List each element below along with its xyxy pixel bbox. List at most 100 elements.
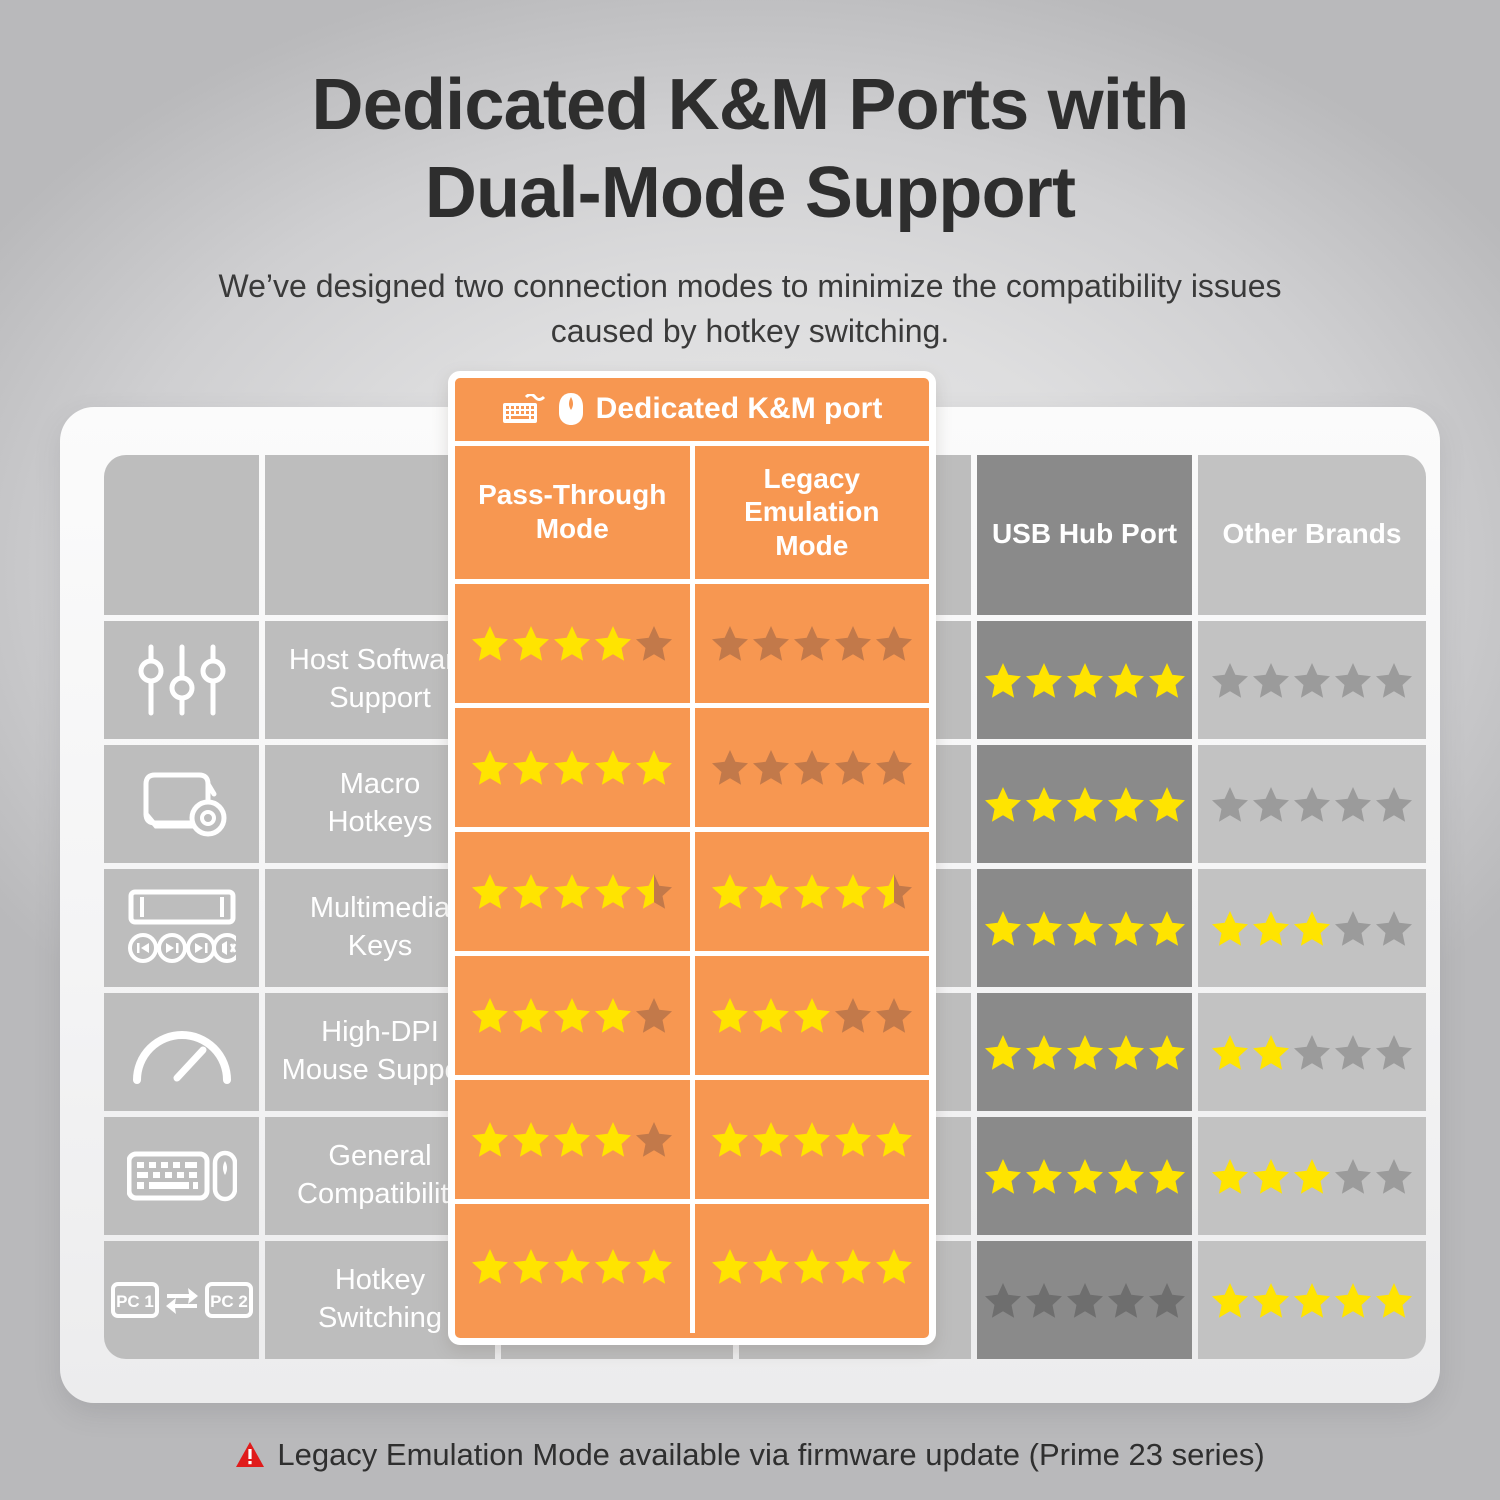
row-pass-through-placeholder-3: [501, 992, 733, 1111]
row-feature-cell-4: General Compatibility: [265, 1116, 495, 1235]
header-cell-icon-col: [104, 454, 259, 615]
star-empty-icon: [1376, 1158, 1412, 1194]
row-icon-cell-4: [104, 1116, 259, 1235]
star-full-icon: [1253, 1282, 1289, 1318]
star-empty-icon: [1212, 786, 1248, 822]
page-title: Dedicated K&M Ports with Dual-Mode Suppo…: [90, 62, 1410, 238]
macro-record-icon: [143, 772, 226, 837]
row-feature-label-5: Hotkey Switching: [317, 1263, 443, 1334]
star-rating: [984, 1033, 1186, 1071]
page-subtitle-line1: We’ve designed two connection modes to m…: [218, 267, 1282, 304]
star-empty-icon: [1335, 1158, 1371, 1194]
svg-text:PC 1: PC 1: [116, 1292, 154, 1311]
star-full-icon: [1107, 1034, 1144, 1070]
star-full-icon: [1212, 910, 1248, 946]
row-feature-label-2: Multimedia Keys: [309, 891, 451, 962]
comparison-card-wrap: USB Hub Port Other Brands Host Software Sup…: [60, 370, 1440, 1403]
star-rating: [1211, 909, 1413, 947]
star-full-icon: [1025, 1158, 1062, 1194]
row-legacy-placeholder-3: [739, 992, 971, 1111]
row-other-brands-cell-2: [1198, 868, 1426, 987]
star-full-icon: [1066, 786, 1103, 822]
star-empty-icon: [1335, 910, 1371, 946]
row-pass-through-placeholder-0: [501, 620, 733, 739]
header-label-other-brands: Other Brands: [1222, 518, 1402, 550]
warning-triangle-icon: [236, 1441, 265, 1467]
star-full-icon: [1066, 1034, 1103, 1070]
star-full-icon: [1025, 910, 1062, 946]
row-pass-through-placeholder-5: [501, 1240, 733, 1359]
star-rating: [1211, 1281, 1413, 1319]
row-usb-hub-cell-3: [977, 992, 1192, 1111]
row-feature-cell-0: Host Software Support: [265, 620, 495, 739]
star-full-icon: [1148, 662, 1185, 698]
star-full-icon: [1107, 662, 1144, 698]
star-full-icon: [1212, 1158, 1248, 1194]
star-full-icon: [1148, 786, 1185, 822]
star-empty-icon: [1294, 1034, 1330, 1070]
row-feature-cell-1: Macro Hotkeys: [265, 744, 495, 863]
star-rating: [1211, 1033, 1413, 1071]
row-feature-label-0: Host Software Support: [288, 643, 472, 714]
star-empty-icon: [1148, 1282, 1185, 1318]
star-full-icon: [1335, 1282, 1371, 1318]
footnote-text: Legacy Emulation Mode available via firm…: [277, 1436, 1265, 1472]
star-full-icon: [1066, 662, 1103, 698]
comparison-card: USB Hub Port Other Brands Host Software Sup…: [60, 370, 1440, 1403]
star-full-icon: [1212, 1034, 1248, 1070]
row-legacy-placeholder-5: [739, 1240, 971, 1359]
row-icon-cell-1: [104, 744, 259, 863]
star-full-icon: [1025, 1034, 1062, 1070]
star-empty-icon: [1253, 786, 1289, 822]
star-full-icon: [1066, 910, 1103, 946]
star-full-icon: [1148, 910, 1185, 946]
page-header: Dedicated K&M Ports with Dual-Mode Suppo…: [0, 0, 1500, 355]
star-empty-icon: [1294, 662, 1330, 698]
star-rating: [984, 1281, 1186, 1319]
row-other-brands-cell-4: [1198, 1116, 1426, 1235]
row-legacy-placeholder-4: [739, 1116, 971, 1235]
star-full-icon: [1148, 1158, 1185, 1194]
star-full-icon: [1148, 1034, 1185, 1070]
star-rating: [984, 909, 1186, 947]
row-other-brands-cell-1: [1198, 744, 1426, 863]
svg-text:PC 2: PC 2: [210, 1292, 248, 1311]
comparison-table: USB Hub Port Other Brands Host Software Sup…: [104, 454, 1426, 1359]
header-cell-other-brands: Other Brands: [1198, 454, 1426, 615]
star-full-icon: [1253, 1158, 1289, 1194]
row-usb-hub-cell-0: [977, 620, 1192, 739]
row-feature-cell-2: Multimedia Keys: [265, 868, 495, 987]
row-icon-cell-0: [104, 620, 259, 739]
speedometer-icon: [132, 1030, 231, 1084]
star-full-icon: [1107, 910, 1144, 946]
star-full-icon: [984, 786, 1021, 822]
row-feature-cell-5: Hotkey Switching: [265, 1240, 495, 1359]
star-rating: [984, 1157, 1186, 1195]
star-rating: [1211, 785, 1413, 823]
row-feature-cell-3: High-DPI Mouse Support: [265, 992, 495, 1111]
sliders-icon: [138, 644, 225, 716]
star-empty-icon: [1335, 662, 1371, 698]
star-full-icon: [1376, 1282, 1412, 1318]
keyboard-mouse-icon: [126, 1150, 237, 1201]
star-rating: [984, 785, 1186, 823]
header-cell-usb-hub: USB Hub Port: [977, 454, 1192, 615]
page-subtitle: We’ve designed two connection modes to m…: [90, 264, 1410, 355]
row-icon-cell-5: PC 1 PC 2: [104, 1240, 259, 1359]
star-empty-icon: [1376, 1034, 1412, 1070]
star-empty-icon: [1025, 1282, 1062, 1318]
star-empty-icon: [1376, 662, 1412, 698]
star-full-icon: [1294, 910, 1330, 946]
star-full-icon: [1066, 1158, 1103, 1194]
star-empty-icon: [1107, 1282, 1144, 1318]
page-title-line2: Dual-Mode Support: [424, 152, 1076, 233]
star-full-icon: [984, 1158, 1021, 1194]
page-subtitle-line2: caused by hotkey switching.: [550, 313, 950, 350]
row-feature-label-4: General Compatibility: [297, 1139, 463, 1210]
star-empty-icon: [1335, 1034, 1371, 1070]
star-empty-icon: [1066, 1282, 1103, 1318]
row-pass-through-placeholder-1: [501, 744, 733, 863]
star-full-icon: [1107, 1158, 1144, 1194]
header-cell-feature-col: [265, 454, 495, 615]
star-empty-icon: [1253, 662, 1289, 698]
